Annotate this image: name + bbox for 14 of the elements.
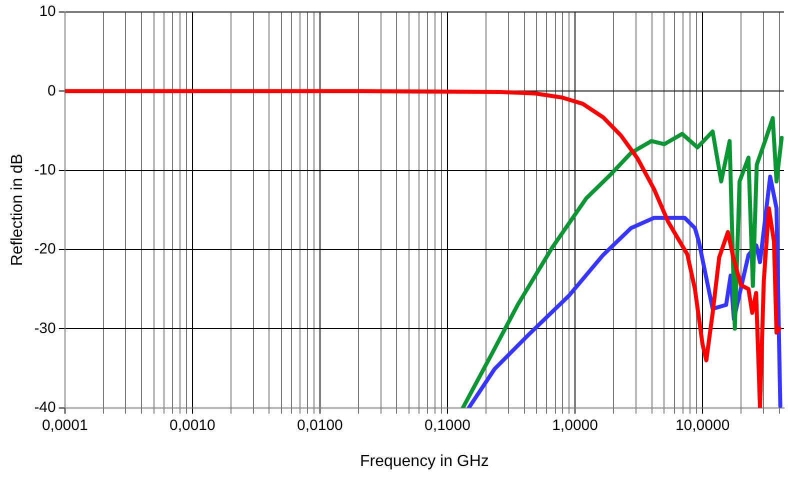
y-tick-label: -40 xyxy=(34,398,56,416)
x-axis-title: Frequency in GHz xyxy=(360,452,489,470)
x-tick-label: 0,1000 xyxy=(424,416,470,434)
x-tick-label: 10,0000 xyxy=(675,416,730,434)
y-tick-label: -30 xyxy=(34,320,56,337)
x-tick-label: 0,0010 xyxy=(169,416,216,434)
y-axis-title: Reflection in dB xyxy=(9,154,26,266)
y-tick-label: 0 xyxy=(48,82,56,100)
y-tick-label: 10 xyxy=(39,3,56,20)
y-tick-label: -20 xyxy=(34,240,56,258)
y-tick-label: -10 xyxy=(34,161,56,178)
x-tick-label: 0,0001 xyxy=(42,416,88,434)
x-tick-label: 1,0000 xyxy=(552,416,598,434)
x-tick-label: 0,0100 xyxy=(297,416,343,434)
